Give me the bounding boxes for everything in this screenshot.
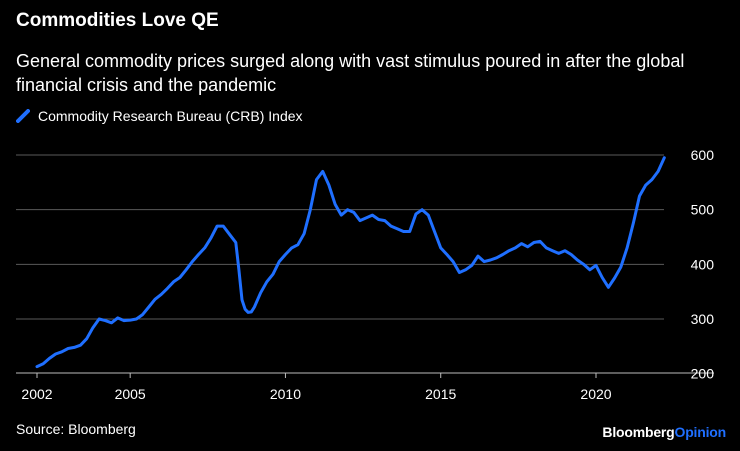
gridlines — [16, 154, 664, 320]
brand-logo: BloombergOpinion — [602, 424, 726, 440]
y-axis-labels: 200 300 400 500 600 — [691, 147, 715, 382]
x-axis: 2002 2005 2010 2015 2020 — [16, 372, 714, 402]
y-tick-label-200: 200 — [691, 366, 715, 382]
x-tick-label-2020: 2020 — [580, 386, 611, 402]
x-tick-label-2002: 2002 — [21, 386, 52, 402]
x-tick-label-2015: 2015 — [425, 386, 456, 402]
chart-subtitle: General commodity prices surged along wi… — [16, 51, 685, 95]
legend: Commodity Research Bureau (CRB) Index — [16, 108, 303, 124]
brand-text-bloomberg: Bloomberg — [602, 424, 675, 440]
brand-text-opinion: Opinion — [674, 424, 727, 440]
y-tick-label-500: 500 — [691, 202, 715, 218]
y-tick-label-400: 400 — [691, 256, 715, 272]
y-tick-label-600: 600 — [691, 147, 715, 163]
y-tick-label-300: 300 — [691, 311, 715, 327]
chart-title: Commodities Love QE — [16, 10, 219, 31]
series-line-crb-index — [35, 156, 666, 369]
source-note: Source: Bloomberg — [16, 421, 136, 437]
x-tick-label-2010: 2010 — [270, 386, 301, 402]
series-layer — [35, 156, 666, 369]
legend-swatch — [16, 109, 30, 123]
x-tick-label-2005: 2005 — [115, 386, 146, 402]
legend-label: Commodity Research Bureau (CRB) Index — [38, 108, 303, 124]
